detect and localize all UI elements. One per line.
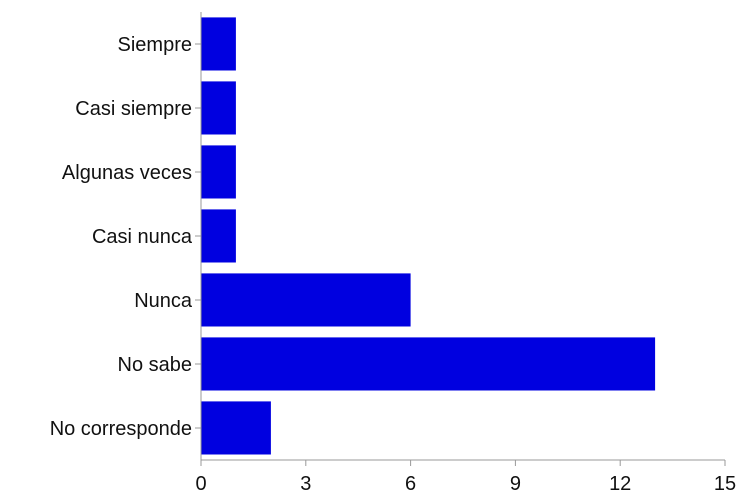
x-tick-label-0: 0 (195, 473, 206, 495)
category-label-casi-siempre: Casi siempre (75, 98, 192, 120)
bar-no-corresponde (201, 401, 271, 455)
bar-nunca (201, 273, 411, 327)
x-tick-label-3: 3 (300, 473, 311, 495)
category-label-siempre: Siempre (118, 34, 192, 56)
category-label-casi-nunca: Casi nunca (92, 226, 193, 248)
bar-casi-siempre (201, 81, 236, 135)
category-label-algunas-veces: Algunas veces (62, 162, 192, 184)
x-tick-label-15: 15 (714, 473, 736, 495)
category-labels: Siempre Casi siempre Algunas veces Casi nun… (50, 34, 193, 440)
bar-casi-nunca (201, 209, 236, 263)
category-label-no-corresponde: No corresponde (50, 418, 192, 440)
bar-no-sabe (201, 337, 656, 391)
category-label-nunca: Nunca (134, 290, 193, 312)
axes-layer (195, 12, 725, 461)
x-tick-label-12: 12 (609, 473, 631, 495)
x-tick-label-9: 9 (510, 473, 521, 495)
x-tick-label-6: 6 (405, 473, 416, 495)
bar-siempre (201, 17, 236, 71)
x-axis-ticks: 0 3 6 9 12 15 (195, 460, 736, 495)
bar-algunas-veces (201, 145, 236, 199)
category-label-no-sabe: No sabe (118, 354, 193, 376)
bars-layer (201, 17, 656, 455)
